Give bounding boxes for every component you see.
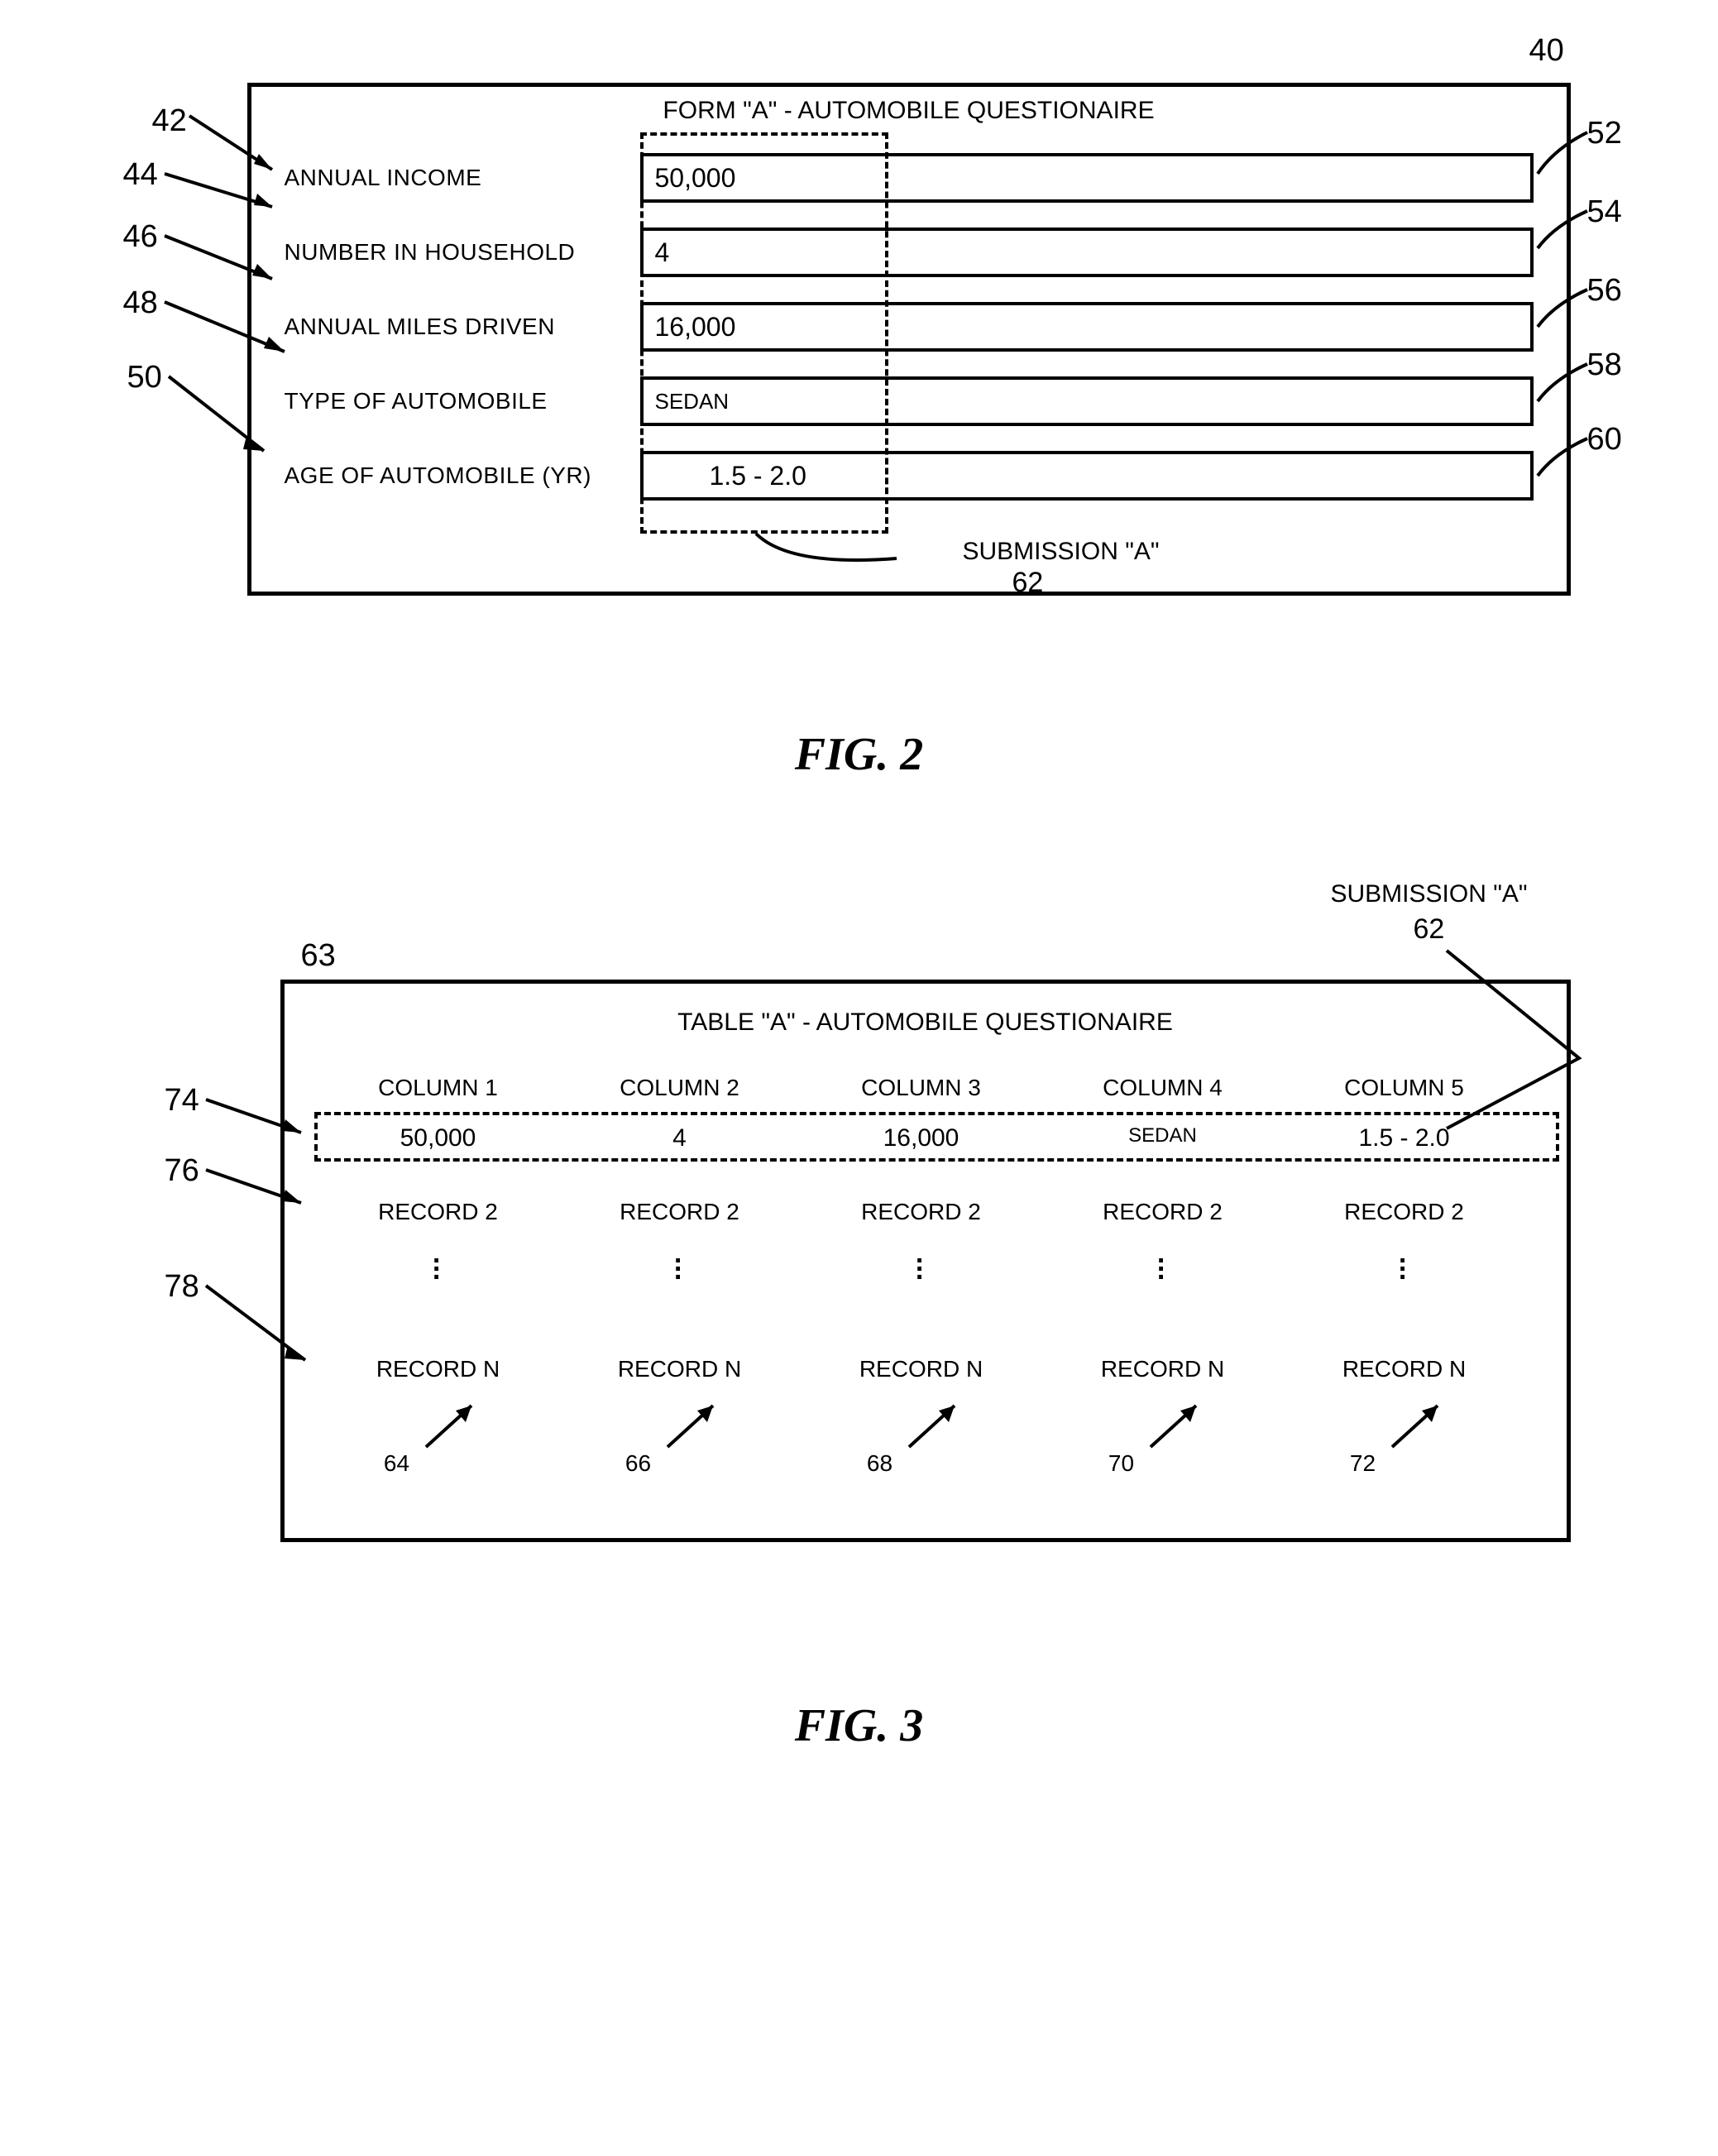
arrow-74 [206,1100,322,1149]
recN-c1: RECORD N [318,1356,559,1382]
figure-2: 40 FORM "A" - AUTOMOBILE QUESTIONAIRE AN… [74,33,1645,678]
row-annual-income: ANNUAL INCOME 50,000 [285,153,1534,203]
ref-46: 46 [123,219,158,255]
record2-row: RECORD 2 RECORD 2 RECORD 2 RECORD 2 RECO… [318,1199,1525,1225]
field-annual-income[interactable]: 50,000 [640,153,1534,203]
value-miles: 16,000 [655,312,736,343]
label-type: TYPE OF AUTOMOBILE [285,388,640,414]
leader-54 [1538,211,1596,256]
col2-header: COLUMN 2 [559,1075,801,1101]
vdots-5: ··· [1284,1257,1525,1282]
submission-a-text: SUBMISSION "A" [963,538,1160,566]
value-age: 1.5 - 2.0 [710,461,806,491]
col5-header: COLUMN 5 [1284,1075,1525,1101]
arrow-50 [169,376,293,459]
leader-58 [1538,364,1596,410]
rec2-c1: RECORD 2 [318,1199,559,1225]
form-a-box: FORM "A" - AUTOMOBILE QUESTIONAIRE ANNUA… [247,83,1571,596]
row-miles: ANNUAL MILES DRIVEN 16,000 [285,302,1534,352]
ref-42: 42 [152,103,187,139]
ref-40: 40 [1529,33,1564,69]
value-household: 4 [655,237,670,268]
arrow-44 [165,174,297,223]
arrow-76 [206,1170,322,1219]
fig3-submission-a-text: SUBMISSION "A" [1331,880,1528,908]
vdots-3: ··· [801,1257,1042,1282]
ref-44: 44 [123,157,158,193]
rec2-c4: RECORD 2 [1042,1199,1284,1225]
field-age[interactable]: 1.5 - 2.0 [640,451,1534,501]
rec1-c4: SEDAN [1042,1124,1284,1152]
rec2-c5: RECORD 2 [1284,1199,1525,1225]
label-miles: ANNUAL MILES DRIVEN [285,314,640,340]
rec2-c2: RECORD 2 [559,1199,801,1225]
fig2-caption: FIG. 2 [74,728,1645,781]
vdots-2: ··· [559,1257,801,1282]
figure-3: SUBMISSION "A" 62 63 TABLE "A" - AUTOMOB… [74,880,1645,1674]
arrow-48 [165,302,305,368]
colref-3: 68 [801,1414,1042,1440]
ref-50: 50 [127,360,162,395]
record1-row: 50,000 4 16,000 SEDAN 1.5 - 2.0 [318,1124,1525,1152]
rec2-c3: RECORD 2 [801,1199,1042,1225]
value-type: SEDAN [655,389,730,414]
label-age: AGE OF AUTOMOBILE (YR) [285,462,640,489]
leader-52 [1538,132,1596,182]
ref-48: 48 [123,285,158,321]
fig3-caption: FIG. 3 [74,1699,1645,1752]
col1-header: COLUMN 1 [318,1075,559,1101]
leader-56 [1538,290,1596,335]
vdots-4: ··· [1042,1257,1284,1282]
ref-62: 62 [1012,567,1044,599]
leader-60 [1538,438,1596,484]
col4-header: COLUMN 4 [1042,1075,1284,1101]
recN-c3: RECORD N [801,1356,1042,1382]
colref-2: 66 [559,1414,801,1440]
arrow-42 [189,116,305,182]
table-a-title: TABLE "A" - AUTOMOBILE QUESTIONAIRE [677,1009,1173,1037]
field-miles[interactable]: 16,000 [640,302,1534,352]
recordN-row: RECORD N RECORD N RECORD N RECORD N RECO… [318,1356,1525,1382]
value-annual-income: 50,000 [655,163,736,194]
row-household: NUMBER IN HOUSEHOLD 4 [285,228,1534,277]
fig3-ref-62: 62 [1414,913,1445,946]
arrow-78 [206,1286,330,1368]
row-age: AGE OF AUTOMOBILE (YR) 1.5 - 2.0 [285,451,1534,501]
ref-76: 76 [165,1153,199,1189]
colref-4: 70 [1042,1414,1284,1440]
rec1-c2: 4 [559,1124,801,1152]
col3-header: COLUMN 3 [801,1075,1042,1101]
row-type: TYPE OF AUTOMOBILE SEDAN [285,376,1534,426]
vdots-1: ··· [318,1257,559,1282]
arrow-46 [165,236,297,294]
recN-c4: RECORD N [1042,1356,1284,1382]
colref-5: 72 [1284,1414,1525,1440]
recN-c2: RECORD N [559,1356,801,1382]
label-annual-income: ANNUAL INCOME [285,165,640,191]
ref-78: 78 [165,1269,199,1305]
header-row: COLUMN 1 COLUMN 2 COLUMN 3 COLUMN 4 COLU… [318,1075,1525,1101]
recN-c5: RECORD N [1284,1356,1525,1382]
field-type[interactable]: SEDAN [640,376,1534,426]
field-household[interactable]: 4 [640,228,1534,277]
form-a-title: FORM "A" - AUTOMOBILE QUESTIONAIRE [663,97,1154,125]
ref-63: 63 [301,938,336,974]
table-a-box: TABLE "A" - AUTOMOBILE QUESTIONAIRE COLU… [280,980,1571,1542]
colref-1: 64 [318,1414,559,1440]
vdots-row: ··· ··· ··· ··· ··· [318,1257,1525,1282]
rec1-c5: 1.5 - 2.0 [1284,1124,1525,1152]
rec1-c1: 50,000 [318,1124,559,1152]
label-household: NUMBER IN HOUSEHOLD [285,239,640,266]
ref-74: 74 [165,1083,199,1119]
rec1-c3: 16,000 [801,1124,1042,1152]
col-ref-row: 64 66 68 70 72 [318,1414,1525,1440]
